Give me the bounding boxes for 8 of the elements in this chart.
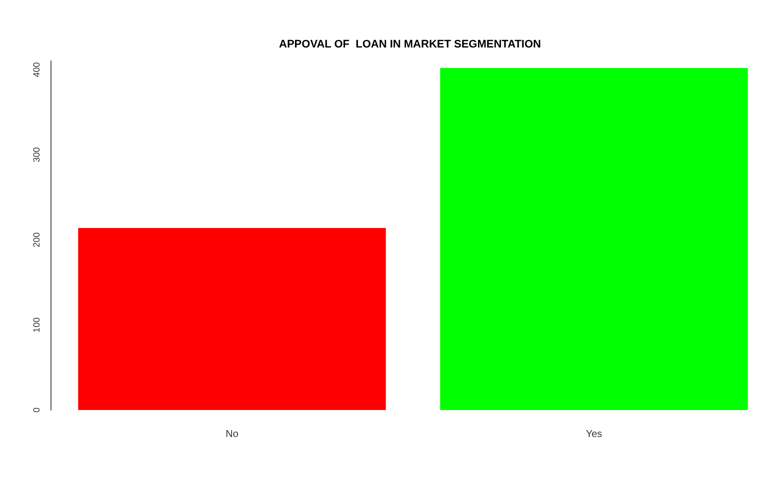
x-tick-label: No [226,428,239,440]
y-tick-label: 200 [31,232,42,248]
y-tick-label: 300 [31,147,42,162]
y-tick-label: 0 [31,407,42,413]
x-tick-label: Yes [586,428,602,440]
y-tick-label: 400 [31,62,42,78]
chart-title: APPOVAL OF LOAN IN MARKET SEGMENTATION [279,38,542,51]
y-tick-label: 100 [31,317,42,332]
